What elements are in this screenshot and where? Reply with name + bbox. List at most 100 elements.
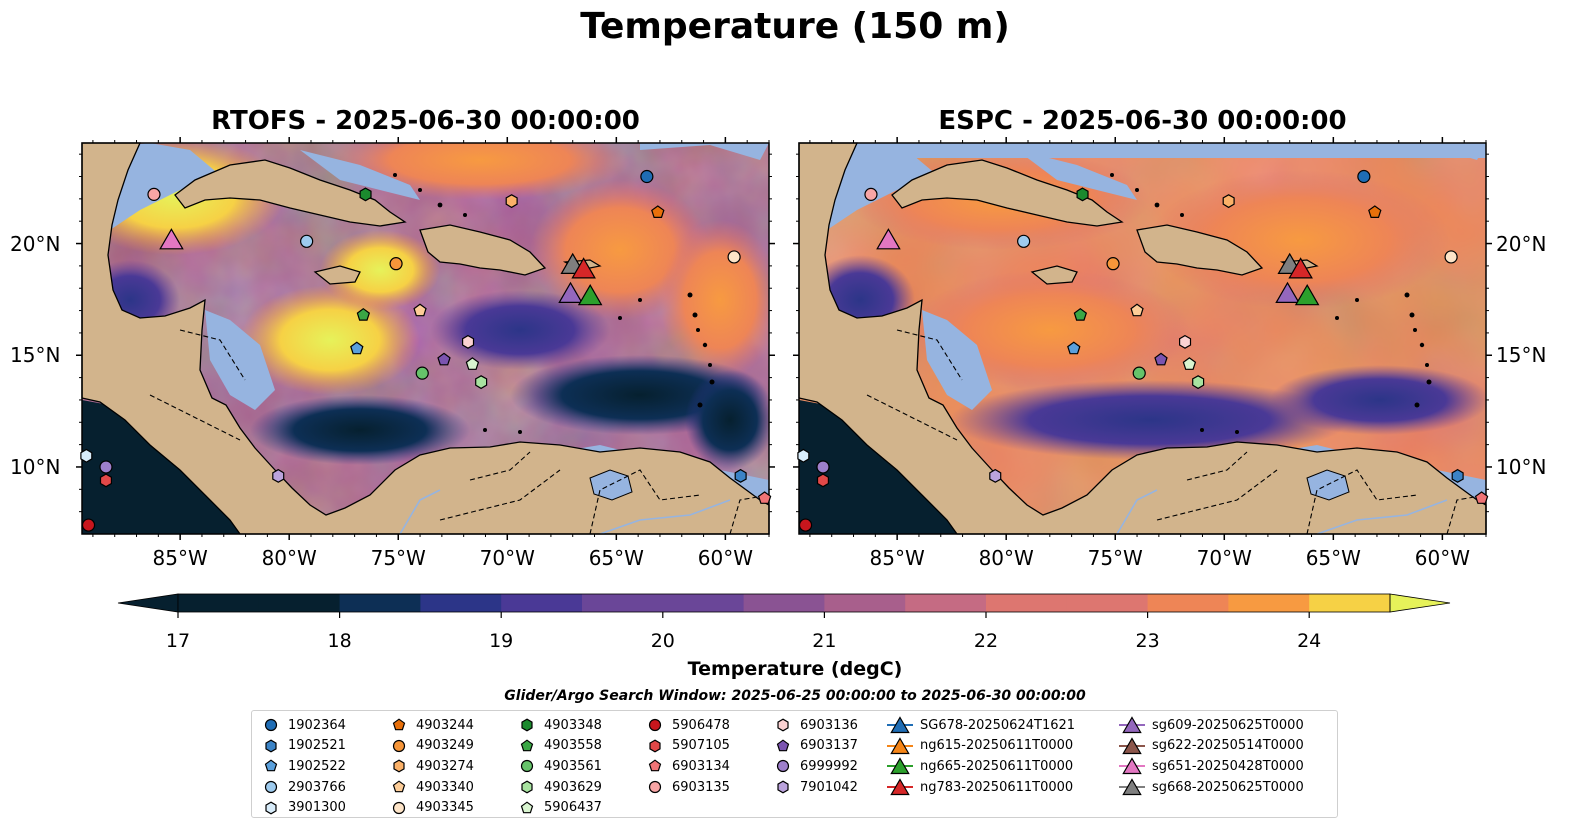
legend-item: 4903274: [388, 756, 474, 777]
lon-tick-label: 70°W: [1196, 546, 1252, 570]
colorbar-bin: [1147, 594, 1229, 612]
glider-sg651-20250428T0000-espc: [876, 228, 901, 250]
legend-marker: [777, 780, 789, 794]
argo-float-5907105-espc: [816, 473, 830, 488]
legend-label: SG678-20250624T1621: [920, 717, 1076, 733]
legend-marker: [1119, 737, 1145, 754]
legend-marker: [648, 719, 662, 732]
legend-item: 4903244: [388, 715, 474, 736]
espc-frame: [798, 142, 1487, 535]
colorbar-bin: [339, 594, 421, 612]
colorbar-tick-label: 22: [973, 630, 999, 652]
lon-tick-label: 65°W: [588, 546, 644, 570]
legend-symbol: [264, 759, 278, 772]
legend-item: 6903137: [772, 736, 858, 757]
legend-marker: [648, 759, 662, 772]
legend-symbol: [890, 778, 910, 796]
legend-label: 5906437: [544, 800, 602, 816]
legend-item: 4903558: [516, 736, 602, 757]
legend-symbol: [392, 801, 406, 814]
legend-label: 4903561: [544, 758, 602, 774]
legend-marker: [392, 739, 406, 752]
legend-marker: [265, 801, 277, 815]
argo-float-2903766-espc: [1017, 234, 1031, 248]
colorbar-bin: [178, 594, 260, 612]
argo-float-4903558-espc: [1073, 307, 1088, 321]
glider-ng783-20250611T0000-espc: [1288, 257, 1313, 279]
lon-tick-label: 80°W: [261, 546, 317, 570]
legend-label: 5907105: [672, 738, 730, 754]
legend-label: ng615-20250611T0000: [920, 738, 1074, 754]
legend-label: ng783-20250611T0000: [920, 779, 1074, 795]
lon-tick-label: 75°W: [370, 546, 426, 570]
legend-marker: [520, 739, 534, 752]
argo-float-4903244-espc: [1368, 205, 1382, 218]
panel-title-espc: ESPC - 2025-06-30 00:00:00: [938, 106, 1347, 136]
legend-marker: [776, 760, 790, 773]
legend-label: 6903137: [800, 738, 858, 754]
legend-label: 3901300: [288, 800, 346, 816]
legend-column: 4903348 4903558 4903561 4903629 5906437: [516, 715, 602, 818]
legend-marker: [264, 780, 278, 794]
legend-item: 7901042: [772, 777, 858, 798]
legend-item: 4903348: [516, 715, 602, 736]
colorbar-tick-label: 18: [327, 630, 352, 652]
legend-item: 1902364: [260, 715, 346, 736]
lon-tick-label: 60°W: [697, 546, 753, 570]
legend-label: 1902522: [288, 758, 346, 774]
argo-float-1902521-espc: [1451, 468, 1464, 483]
legend-item: 1902522: [260, 756, 346, 777]
legend-item: 5906478: [644, 715, 730, 736]
legend-marker: [648, 780, 662, 794]
legend-symbol: [776, 739, 790, 752]
argo-float-4903629-rtofs: [475, 375, 488, 390]
colorbar-bin: [824, 594, 906, 612]
legend-label: 4903348: [544, 717, 602, 733]
legend-column: 6903136 6903137 6999992 7901042: [772, 715, 858, 797]
legend-marker: [393, 759, 405, 773]
glider-sg609-20250625T0000-espc: [1275, 281, 1300, 303]
legend-item: 6903134: [644, 756, 730, 777]
legend-symbol: [264, 719, 278, 732]
legend-item: 3901300: [260, 797, 346, 818]
argo-float-4903249-rtofs: [389, 257, 403, 271]
glider-ng783-20250611T0000-rtofs: [571, 257, 596, 279]
legend-symbol: [265, 739, 277, 753]
colorbar-bin: [1228, 594, 1310, 612]
colorbar-bin: [258, 594, 341, 612]
glider-sg651-20250428T0000-rtofs: [159, 228, 184, 250]
argo-float-6999992-espc: [816, 460, 830, 474]
argo-float-7901042-rtofs: [272, 468, 285, 483]
argo-float-5906437-espc: [1182, 357, 1197, 370]
legend-label: sg651-20250428T0000: [1152, 758, 1304, 774]
legend-marker: [887, 757, 913, 775]
legend-item: 2903766: [260, 777, 346, 798]
legend-marker: [264, 759, 278, 772]
lat-tick-label: 20°N: [10, 231, 61, 256]
legend-item: sg668-20250625T0000: [1118, 777, 1304, 798]
legend-marker: [887, 737, 913, 754]
lat-tick-label: 10°N: [1496, 454, 1547, 479]
argo-float-4903244-rtofs: [651, 205, 665, 218]
argo-float-6999992-rtofs: [99, 460, 113, 474]
lon-tick-label: 85°W: [152, 546, 208, 570]
legend-item: 5907105: [644, 736, 730, 757]
panel-title-rtofs: RTOFS - 2025-06-30 00:00:00: [211, 106, 640, 136]
legend-symbol: [648, 780, 662, 794]
legend-marker: [777, 718, 789, 732]
legend-item: sg651-20250428T0000: [1118, 756, 1304, 777]
legend-item: ng665-20250611T0000: [886, 756, 1075, 777]
legend-item: ng615-20250611T0000: [886, 736, 1075, 757]
argo-float-4903274-rtofs: [505, 194, 518, 209]
legend-title: Glider/Argo Search Window: 2025-06-25 00…: [504, 688, 1086, 704]
glider-ng665-20250611T0000-espc: [1294, 283, 1320, 306]
argo-float-4903345-rtofs: [727, 250, 741, 264]
argo-float-1902522-espc: [1067, 341, 1081, 355]
legend-item: 1902521: [260, 736, 346, 757]
argo-float-5906478-rtofs: [81, 518, 96, 532]
legend-symbol: [648, 759, 662, 772]
legend-label: 2903766: [288, 779, 346, 795]
argo-float-1902521-rtofs: [734, 468, 747, 483]
legend-marker: [1119, 757, 1145, 775]
argo-float-7901042-espc: [989, 468, 1002, 483]
